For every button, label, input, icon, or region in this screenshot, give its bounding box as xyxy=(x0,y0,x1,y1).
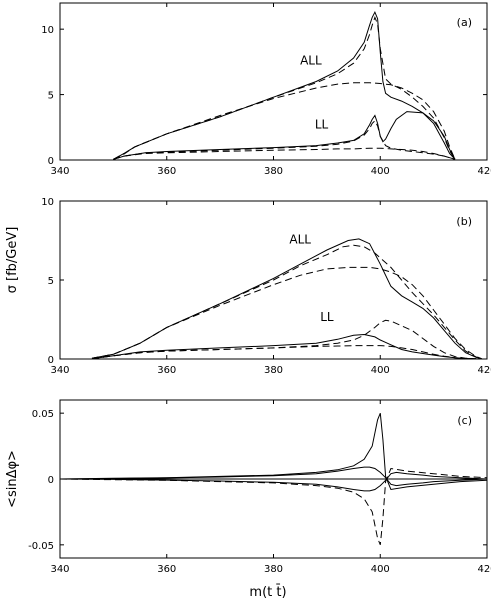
panel-a-y-ticks: 0 5 10 xyxy=(41,25,487,167)
panel-b-annotations: ALL LL xyxy=(289,233,333,324)
panel-c: 340 360 380 400 420 -0.05 0 0.05 (c) xyxy=(28,399,491,575)
panel-a-annotation-ll: LL xyxy=(315,118,329,132)
panel-a-y-tick-label-0: 0 xyxy=(48,156,54,167)
panel-b-x-tick-label-380: 380 xyxy=(264,365,283,376)
panel-b-y-ticks: 0 5 10 xyxy=(41,197,487,366)
panel-b-curve-2 xyxy=(91,244,482,360)
panel-b-curve-1 xyxy=(91,238,482,360)
panel-a-curve-6 xyxy=(113,147,456,160)
panel-c-x-tick-label-340: 340 xyxy=(50,564,69,575)
panel-c-series xyxy=(59,413,488,545)
panel-b-y-tick-label-5: 5 xyxy=(48,276,54,287)
panel-b-curve-4 xyxy=(91,333,477,360)
panel-a-curve-3 xyxy=(113,82,456,160)
panel-b-annotation-all: ALL xyxy=(289,233,311,247)
panel-b: 340 360 380 400 420 0 5 10 ALL LL (b) xyxy=(41,197,491,376)
panel-a-x-tick-label-420: 420 xyxy=(477,166,491,177)
panel-a-curve-5 xyxy=(113,119,456,160)
panel-a-curve-4 xyxy=(113,111,456,160)
panel-b-y-tick-label-10: 10 xyxy=(41,197,54,208)
panel-c-y-tick-label-0.05: 0.05 xyxy=(32,409,54,420)
panel-a-annotations: ALL LL xyxy=(300,53,328,131)
panel-a-x-tick-label-340: 340 xyxy=(50,166,69,177)
panel-a-y-tick-label-5: 5 xyxy=(48,91,54,102)
panel-a-series xyxy=(113,11,456,160)
panel-a-curve-1 xyxy=(113,11,456,160)
panel-b-x-ticks: 340 360 380 400 420 xyxy=(50,201,491,376)
panel-b-curve-3 xyxy=(91,266,482,360)
panel-a-x-tick-label-400: 400 xyxy=(371,166,390,177)
panel-c-label: (c) xyxy=(457,414,472,427)
panel-c-curve-1 xyxy=(59,413,488,491)
panel-b-label: (b) xyxy=(456,215,472,228)
panel-c-x-ticks: 340 360 380 400 420 xyxy=(50,400,491,575)
panel-c-x-tick-label-400: 400 xyxy=(371,564,390,575)
x-axis-label: m(t t̄) xyxy=(249,585,286,600)
panel-a-x-ticks: 340 360 380 400 420 xyxy=(50,3,491,177)
panel-b-series xyxy=(91,238,482,360)
panel-c-x-tick-label-380: 380 xyxy=(264,564,283,575)
panel-b-curve-6 xyxy=(91,345,477,360)
panel-a-x-tick-label-380: 380 xyxy=(264,166,283,177)
panel-c-curve-3 xyxy=(59,471,488,492)
y-axis-label: σ [fb/GeV] xyxy=(5,227,20,294)
y-axis-label-c: <sinΔφ> xyxy=(5,450,20,508)
panel-c-x-tick-label-420: 420 xyxy=(477,564,491,575)
panel-c-y-tick-label--0.05: -0.05 xyxy=(28,541,54,552)
panel-b-x-tick-label-360: 360 xyxy=(157,365,176,376)
panel-b-x-tick-label-420: 420 xyxy=(477,365,491,376)
panel-c-x-tick-label-360: 360 xyxy=(157,564,176,575)
panel-a-curve-2 xyxy=(113,15,456,160)
panel-a-frame xyxy=(59,2,488,161)
panel-b-x-tick-label-340: 340 xyxy=(50,365,69,376)
panel-c-y-tick-label-0: 0 xyxy=(48,475,54,486)
panel-a-label: (a) xyxy=(457,16,472,29)
panel-c-curve-4 xyxy=(59,467,488,545)
panel-c-curve-2 xyxy=(59,466,488,487)
panel-a-x-tick-label-360: 360 xyxy=(157,166,176,177)
panel-c-y-ticks: -0.05 0 0.05 xyxy=(28,409,487,552)
panel-a-annotation-all: ALL xyxy=(300,53,322,67)
panel-b-y-tick-label-0: 0 xyxy=(48,355,54,366)
panel-a-y-tick-label-10: 10 xyxy=(41,25,54,36)
panel-b-x-tick-label-400: 400 xyxy=(371,365,390,376)
panel-b-annotation-ll: LL xyxy=(320,310,334,324)
panel-a: 340 360 380 400 420 0 5 10 ALL LL (a) xyxy=(41,2,491,177)
